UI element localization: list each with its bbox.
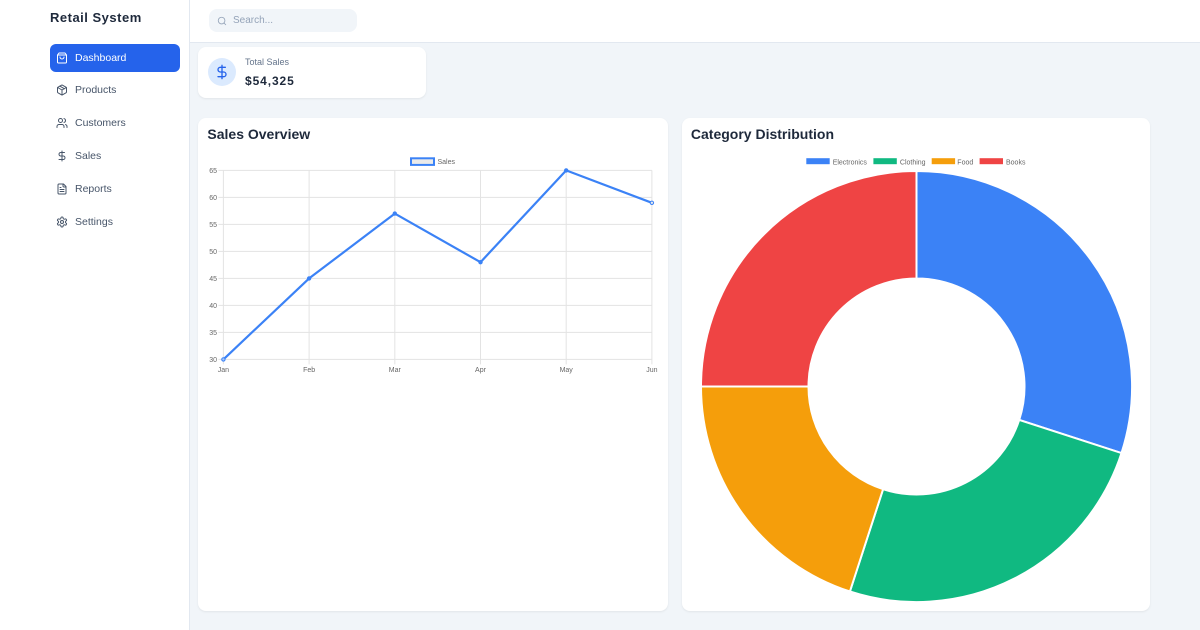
svg-text:60: 60: [209, 195, 217, 202]
svg-text:30: 30: [209, 357, 217, 364]
svg-text:Sales: Sales: [438, 159, 456, 166]
svg-text:35: 35: [209, 330, 217, 337]
svg-text:Clothing: Clothing: [900, 159, 926, 166]
svg-text:55: 55: [209, 222, 217, 229]
svg-text:Jan: Jan: [218, 367, 229, 374]
svg-text:Apr: Apr: [475, 367, 487, 374]
svg-text:50: 50: [209, 249, 217, 256]
svg-text:Feb: Feb: [303, 367, 315, 374]
svg-text:40: 40: [209, 303, 217, 310]
svg-text:65: 65: [209, 168, 217, 175]
svg-text:May: May: [560, 367, 574, 374]
svg-text:Mar: Mar: [389, 367, 402, 374]
svg-text:Books: Books: [1006, 159, 1026, 166]
svg-text:45: 45: [209, 276, 217, 283]
svg-text:Electronics: Electronics: [833, 159, 868, 166]
svg-text:Food: Food: [957, 159, 973, 166]
svg-text:Jun: Jun: [646, 367, 657, 374]
